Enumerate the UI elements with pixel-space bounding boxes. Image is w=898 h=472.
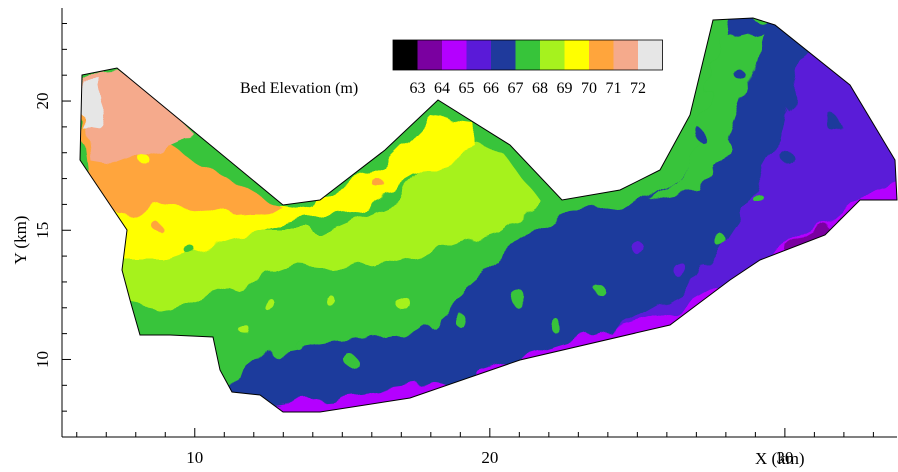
- x-axis-label: X (km): [755, 449, 805, 468]
- legend-frame: [392, 39, 663, 71]
- y-tick-label: 10: [33, 351, 52, 368]
- y-ticks: 10 15 20: [33, 23, 71, 412]
- legend-level-label: 71: [606, 80, 622, 97]
- x-tick-label: 20: [481, 448, 498, 467]
- x-ticks: 10 20 30: [76, 428, 874, 467]
- legend-swatch: [442, 40, 467, 70]
- x-tick-label: 10: [186, 448, 203, 467]
- legend-level-label: 70: [581, 80, 597, 97]
- y-axis-label: Y (km): [11, 216, 30, 265]
- x-tick-label: 30: [776, 448, 793, 467]
- axes: 10 20 30 10 15 20 X (km) Y (km): [11, 8, 897, 468]
- legend-swatch: [515, 40, 541, 70]
- legend-level-label: 69: [557, 80, 573, 97]
- legend-level-label: 67: [508, 80, 524, 97]
- legend-swatches: [392, 39, 663, 71]
- legend-swatch: [638, 40, 663, 70]
- legend-swatch: [491, 40, 516, 70]
- legend-level-label: 72: [630, 80, 646, 97]
- legend-swatch: [564, 40, 590, 70]
- legend-swatch: [540, 40, 565, 70]
- y-tick-label: 20: [33, 93, 52, 110]
- legend-swatch: [417, 40, 443, 70]
- legend-level-label: 68: [532, 80, 548, 97]
- legend-title: Bed Elevation (m): [240, 80, 358, 97]
- legend-swatch: [466, 40, 492, 70]
- y-tick-label: 15: [33, 222, 52, 239]
- legend-level-label: 66: [483, 80, 499, 97]
- elevation-speckles: [140, 70, 837, 366]
- legend-swatch: [393, 40, 418, 70]
- elevation-field: [80, 18, 897, 412]
- legend: Bed Elevation (m) 63 64 65 66 67 68 69 70 71 72: [240, 39, 663, 97]
- legend-swatch: [613, 40, 639, 70]
- legend-swatch: [589, 40, 614, 70]
- legend-level-label: 65: [459, 80, 475, 97]
- legend-level-label: 64: [434, 80, 450, 97]
- legend-labels: 63 64 65 66 67 68 69 70 71 72: [410, 80, 647, 97]
- legend-level-label: 63: [410, 80, 426, 97]
- lake-boundary: [79, 17, 898, 413]
